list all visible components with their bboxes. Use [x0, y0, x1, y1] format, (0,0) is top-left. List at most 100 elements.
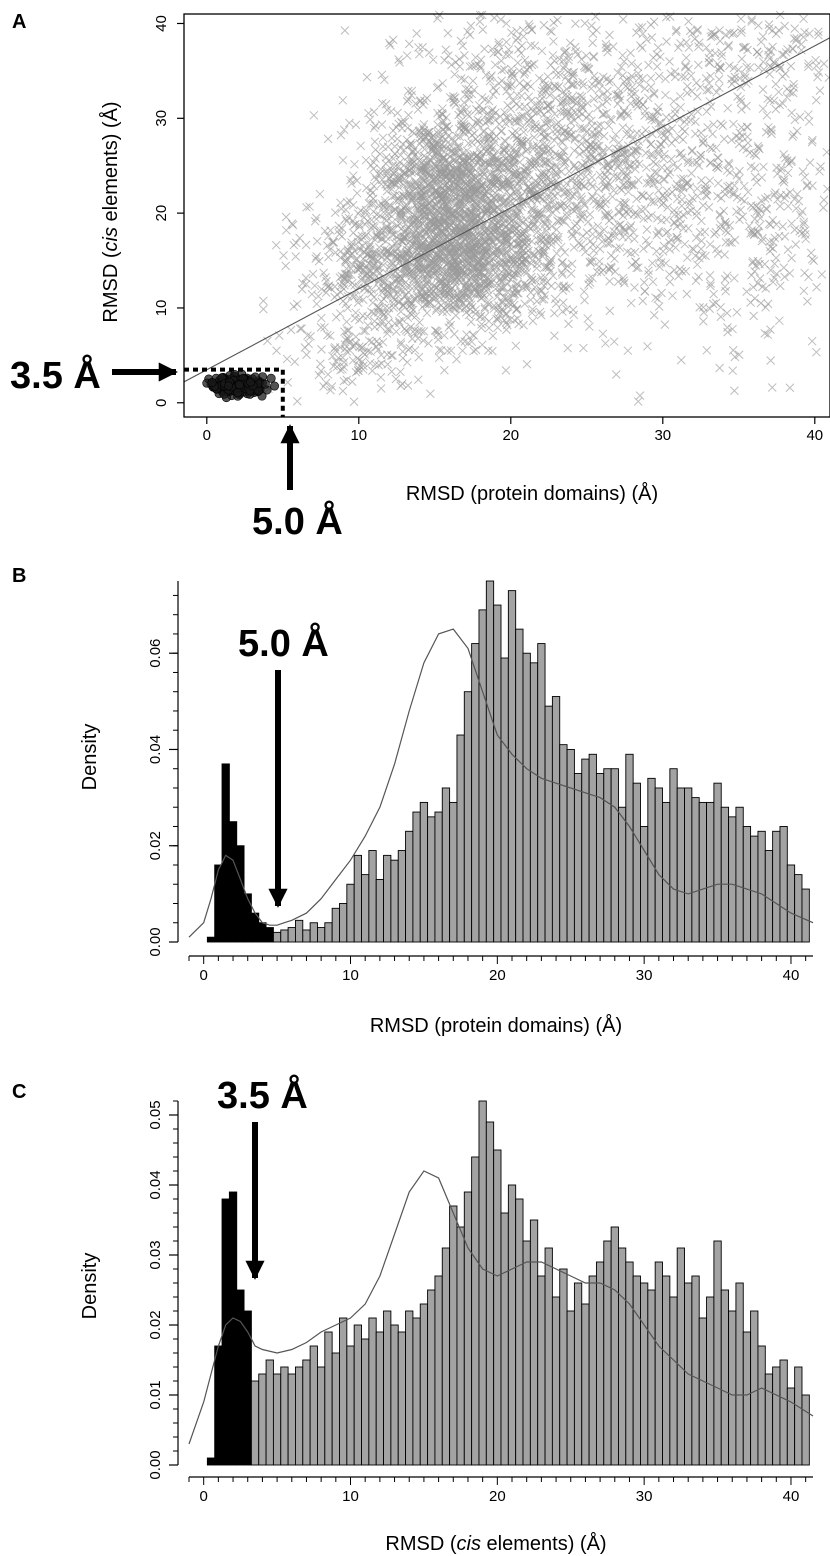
data-point-cross	[513, 58, 523, 68]
data-point-cross	[480, 302, 490, 312]
y-tick-label: 0.02	[147, 1310, 164, 1339]
data-point-cross	[337, 231, 347, 241]
data-point-cross	[452, 131, 462, 141]
histogram-bar	[471, 643, 480, 943]
data-point-cross	[302, 202, 311, 212]
data-point-cross	[730, 386, 739, 396]
x-tick-label: 20	[502, 427, 519, 444]
data-point-cross	[550, 56, 559, 66]
histogram-bar	[669, 1296, 678, 1466]
data-point-cross	[654, 143, 664, 152]
histogram-bar	[346, 883, 355, 943]
data-point-cross	[626, 48, 635, 58]
data-point-cross	[811, 95, 821, 105]
data-point-cross	[389, 230, 398, 240]
data-point-cross	[511, 341, 521, 351]
data-point-cross	[640, 84, 650, 93]
data-point-cross	[734, 174, 744, 184]
data-point-cross	[552, 249, 562, 258]
data-point-cross	[549, 18, 559, 28]
data-point-cross	[494, 119, 504, 129]
data-point-cross	[587, 21, 596, 31]
histogram-bar	[500, 657, 509, 943]
data-point-cross	[747, 15, 757, 24]
data-point-cross	[691, 276, 701, 286]
histogram-bar	[206, 936, 216, 943]
data-point-cross	[370, 172, 380, 182]
data-point-cross	[376, 164, 386, 174]
histogram-bar	[779, 826, 788, 943]
histogram-bar	[346, 1345, 355, 1466]
data-point-cross	[618, 71, 628, 80]
data-point-cross	[723, 327, 732, 337]
histogram-bar	[478, 1100, 487, 1466]
histogram-bar	[368, 850, 377, 943]
data-point-cross	[388, 191, 398, 201]
data-point-cross	[307, 289, 317, 299]
data-point-cross	[661, 133, 671, 143]
data-point-cross	[503, 302, 513, 312]
data-point-cross	[800, 172, 810, 182]
data-point-cross	[510, 315, 519, 325]
x-tick-label: 30	[636, 967, 653, 984]
data-point-cross	[351, 308, 361, 318]
histogram-bar	[515, 628, 524, 943]
data-point-cross	[739, 181, 749, 191]
y-tick-label: 0.05	[147, 1100, 164, 1129]
histogram-bar	[485, 1121, 495, 1466]
y-axis: 0.000.020.040.06	[147, 581, 179, 957]
data-point-cross	[348, 228, 358, 238]
data-point-cross	[682, 289, 692, 299]
histogram-bar	[647, 777, 656, 943]
data-point-cross	[589, 51, 599, 61]
data-point-cross	[411, 280, 421, 289]
histogram-bar	[302, 1359, 311, 1466]
data-point-cross	[822, 147, 830, 157]
data-point-cross	[722, 271, 732, 281]
data-point-cross	[502, 37, 511, 47]
data-point-cross	[649, 17, 659, 27]
data-point-cross	[388, 126, 398, 135]
data-point-circle	[207, 377, 217, 387]
histogram-bar	[676, 1247, 685, 1466]
histogram-bar	[618, 806, 627, 943]
x-axis-title: RMSD (cis elements) (Å)	[385, 1532, 606, 1555]
data-point-cross	[643, 341, 652, 351]
data-point-cross	[644, 60, 653, 70]
data-point-cross	[369, 123, 379, 133]
data-point-cross	[686, 71, 696, 81]
data-point-cross	[501, 258, 511, 267]
data-point-cross	[803, 296, 812, 306]
data-point-cross	[468, 76, 478, 86]
histogram-bar	[331, 1352, 340, 1466]
data-point-cross	[520, 55, 530, 65]
data-point-cross	[759, 162, 768, 172]
data-point-cross	[459, 213, 469, 223]
data-point-cross	[692, 78, 701, 88]
x-axis-title-part: elements) (Å)	[481, 1532, 607, 1555]
histogram-bar	[419, 801, 429, 943]
histogram-bar	[427, 816, 436, 943]
data-point-cross	[463, 238, 473, 248]
histogram-bar	[339, 903, 348, 943]
annotation-x-threshold: 5.0 Å	[252, 499, 343, 543]
data-point-cross	[527, 308, 537, 318]
histogram-bar	[566, 1310, 575, 1466]
data-point-cross	[646, 140, 655, 149]
data-point-cross	[384, 318, 393, 327]
y-axis-title: Density	[79, 1253, 101, 1320]
data-point-cross	[661, 112, 671, 122]
histogram-bar	[258, 1373, 267, 1466]
data-point-cross	[605, 306, 615, 316]
data-point-cross	[761, 203, 771, 213]
data-point-cross	[627, 82, 637, 92]
data-point-cross	[588, 229, 597, 239]
data-point-cross	[547, 208, 557, 217]
data-point-cross	[338, 155, 348, 165]
data-point-cross	[367, 307, 376, 317]
data-point-cross	[700, 227, 710, 237]
histogram-bar	[309, 922, 318, 943]
data-point-cross	[708, 299, 718, 309]
data-point-cross	[739, 42, 749, 52]
data-point-cross	[804, 117, 814, 126]
